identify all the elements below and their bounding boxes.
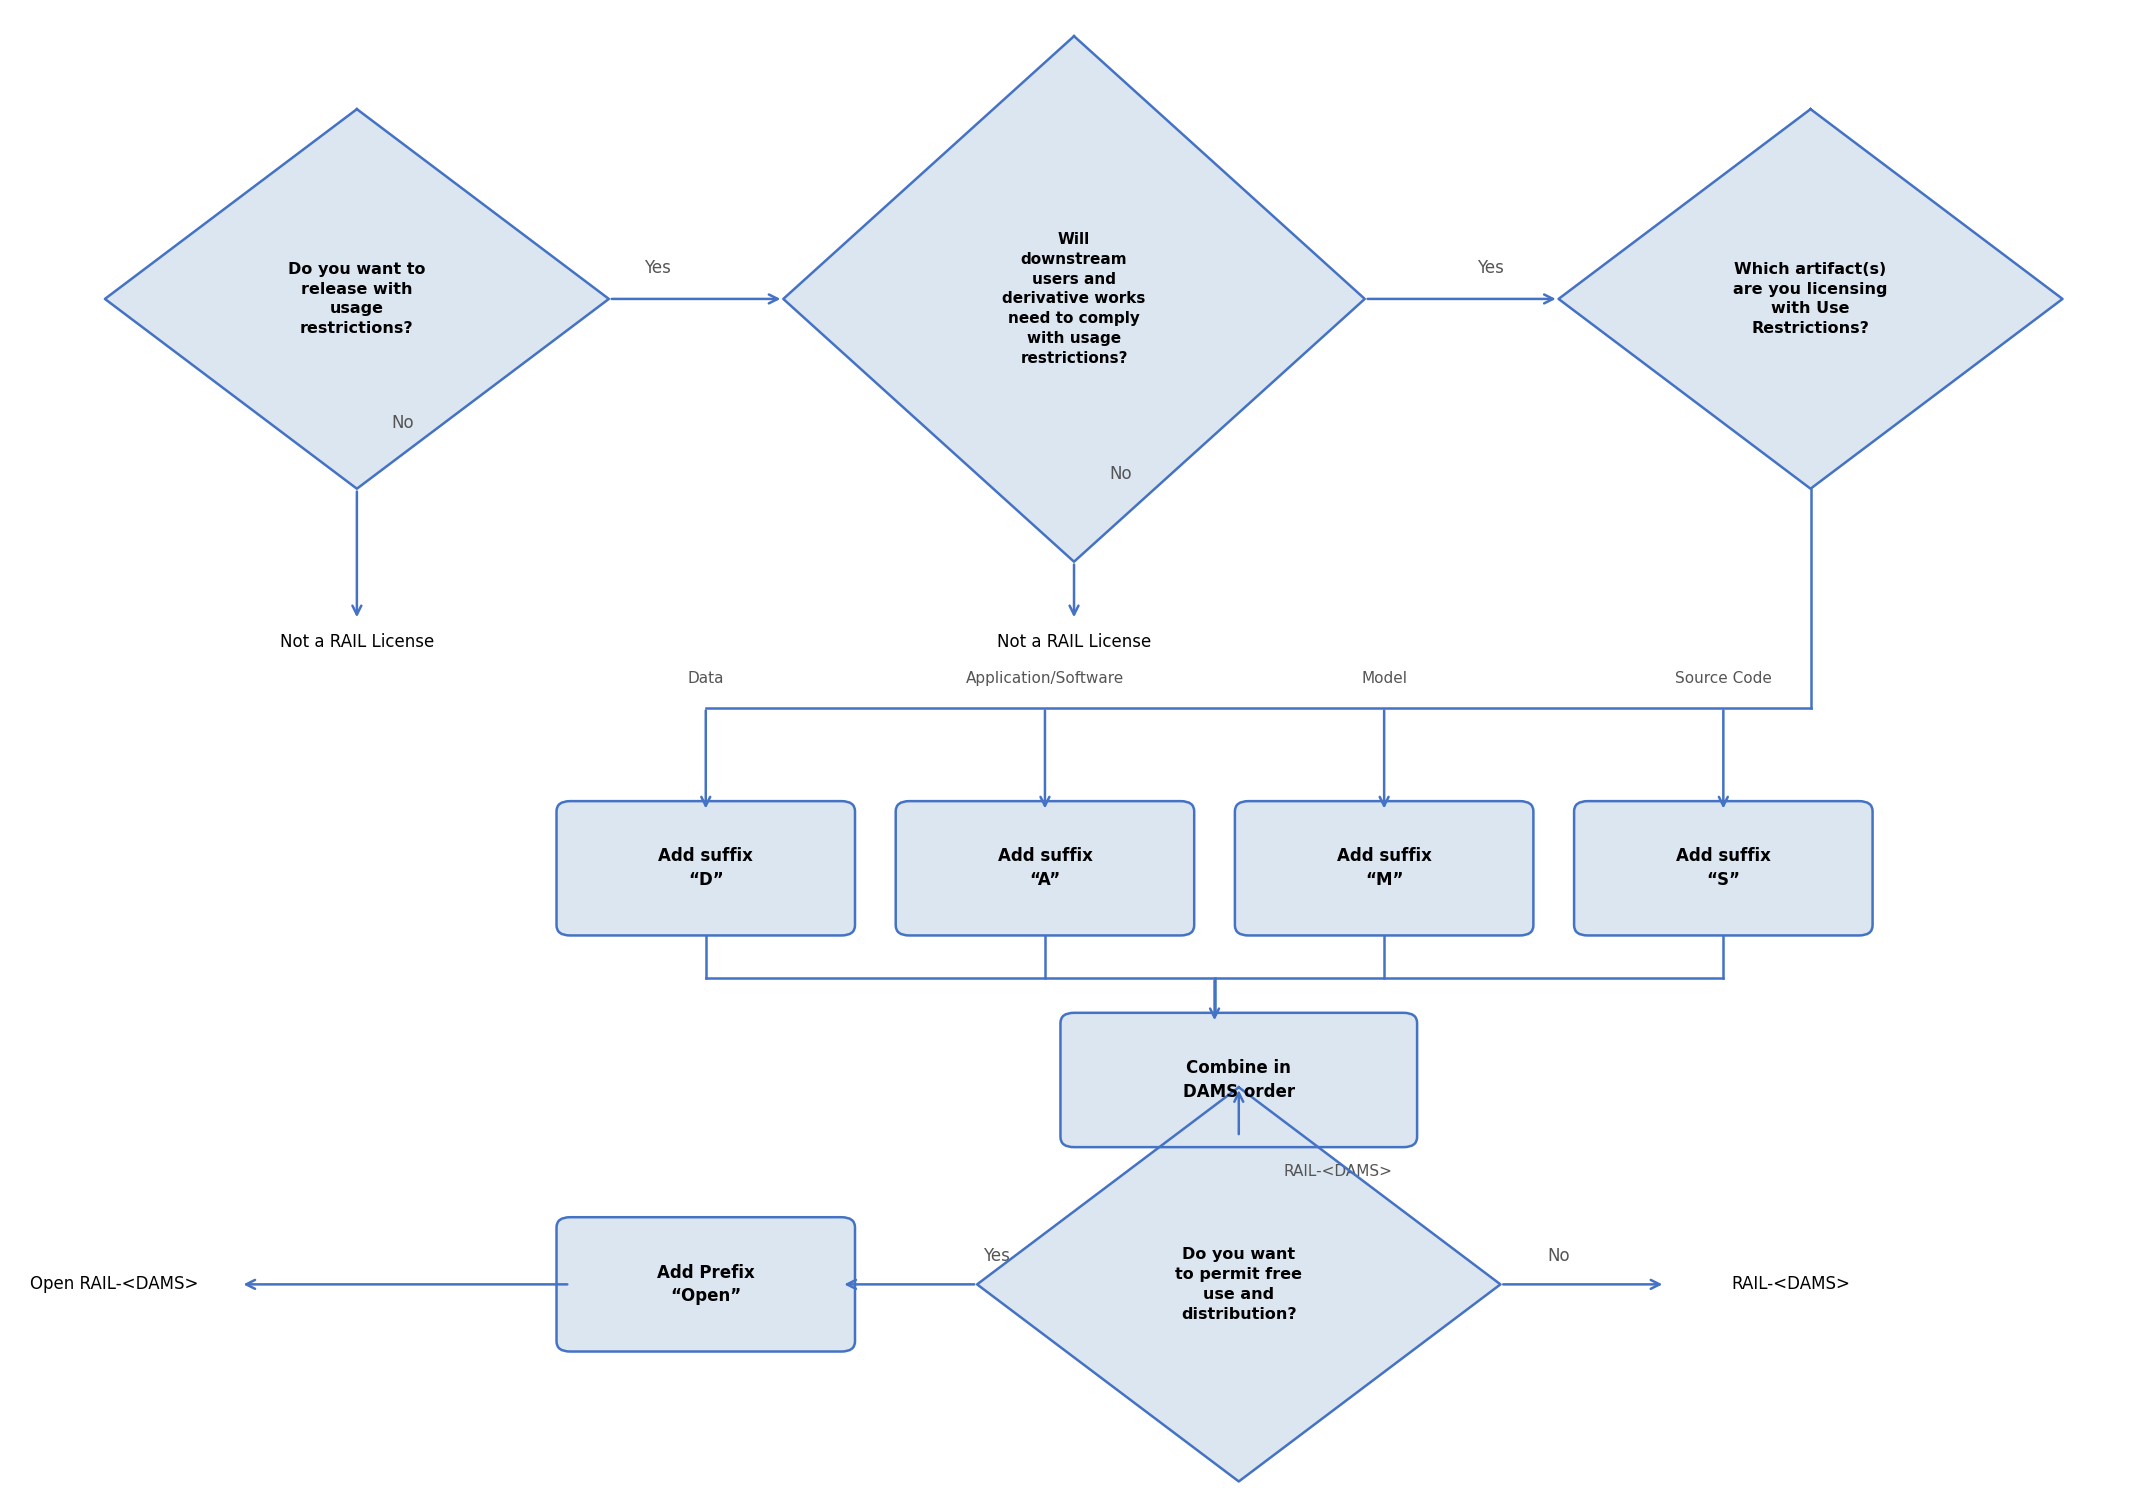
FancyBboxPatch shape [1061, 1013, 1417, 1147]
Text: RAIL-<DAMS>: RAIL-<DAMS> [1733, 1276, 1851, 1294]
Text: Do you want to
release with
usage
restrictions?: Do you want to release with usage restri… [288, 262, 425, 337]
Text: Yes: Yes [983, 1247, 1009, 1266]
Text: Model: Model [1361, 670, 1406, 685]
Text: RAIL-<DAMS>: RAIL-<DAMS> [1284, 1165, 1391, 1180]
Text: No: No [1548, 1247, 1569, 1266]
Text: Data: Data [687, 670, 724, 685]
Text: Which artifact(s)
are you licensing
with Use
Restrictions?: Which artifact(s) are you licensing with… [1733, 262, 1887, 337]
Text: Add suffix
“S”: Add suffix “S” [1677, 848, 1771, 890]
Text: No: No [391, 413, 414, 431]
FancyBboxPatch shape [556, 801, 855, 935]
Text: Yes: Yes [644, 259, 670, 277]
Text: Add suffix
“D”: Add suffix “D” [659, 848, 754, 890]
Text: Combine in
DAMS order: Combine in DAMS order [1183, 1060, 1295, 1100]
FancyBboxPatch shape [556, 1217, 855, 1351]
Text: Not a RAIL License: Not a RAIL License [996, 633, 1151, 651]
Text: Application/Software: Application/Software [966, 670, 1125, 685]
Polygon shape [977, 1087, 1501, 1482]
FancyBboxPatch shape [1574, 801, 1872, 935]
Text: Add suffix
“M”: Add suffix “M” [1338, 848, 1432, 890]
Polygon shape [784, 36, 1365, 562]
Text: Not a RAIL License: Not a RAIL License [279, 633, 434, 651]
Text: No: No [1108, 464, 1131, 482]
Text: Do you want
to permit free
use and
distribution?: Do you want to permit free use and distr… [1174, 1247, 1303, 1321]
Text: Add suffix
“A”: Add suffix “A” [998, 848, 1093, 890]
Text: Will
downstream
users and
derivative works
need to comply
with usage
restriction: Will downstream users and derivative wor… [1003, 231, 1146, 365]
Text: Add Prefix
“Open”: Add Prefix “Open” [657, 1264, 754, 1305]
Text: Open RAIL-<DAMS>: Open RAIL-<DAMS> [30, 1276, 200, 1294]
Text: Yes: Yes [1477, 259, 1505, 277]
Polygon shape [105, 110, 610, 488]
Polygon shape [1559, 110, 2063, 488]
FancyBboxPatch shape [1235, 801, 1533, 935]
Text: Source Code: Source Code [1675, 670, 1771, 685]
FancyBboxPatch shape [895, 801, 1194, 935]
